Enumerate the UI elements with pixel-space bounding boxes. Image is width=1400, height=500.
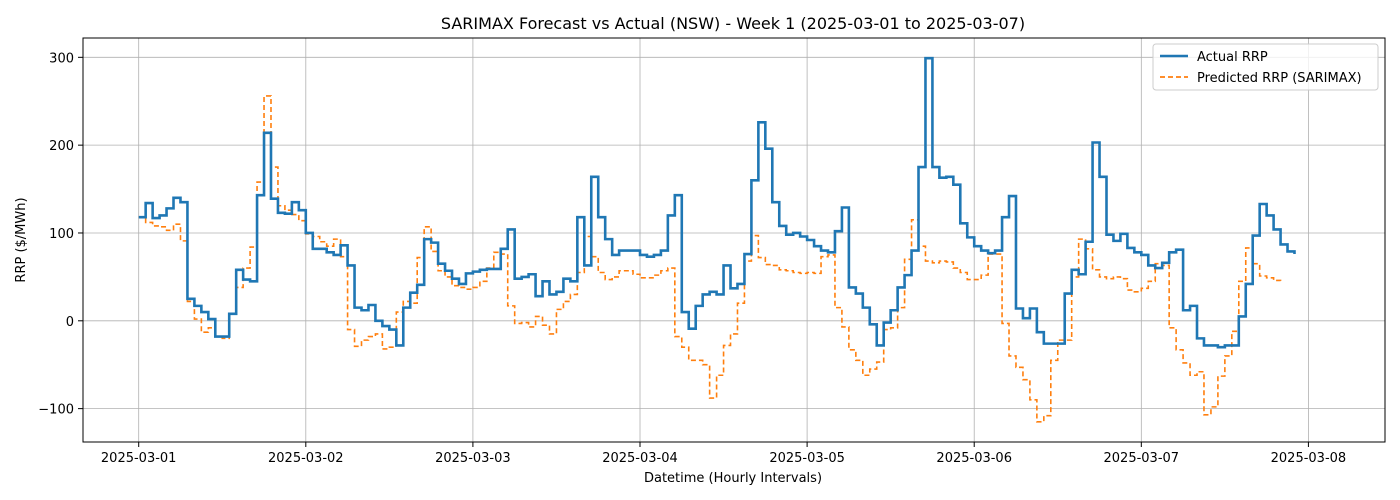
legend-label-actual: Actual RRP bbox=[1197, 50, 1268, 65]
series-line-actual bbox=[138, 56, 1296, 349]
series-line-predicted bbox=[138, 95, 1282, 423]
y-tick-label: 300 bbox=[49, 51, 74, 66]
x-tick-label: 2025-03-01 bbox=[101, 451, 177, 466]
x-tick-label: 2025-03-04 bbox=[602, 451, 678, 466]
y-tick-label: 200 bbox=[49, 139, 74, 154]
y-tick-label: −100 bbox=[38, 403, 74, 418]
x-axis: 2025-03-01 2025-03-02 2025-03-03 2025-03-04… bbox=[101, 442, 1346, 466]
grid bbox=[83, 38, 1385, 442]
x-tick-label: 2025-03-07 bbox=[1104, 451, 1180, 466]
y-axis-label: RRP ($/MWh) bbox=[14, 197, 29, 282]
x-tick-label: 2025-03-08 bbox=[1271, 451, 1347, 466]
x-tick-label: 2025-03-03 bbox=[435, 451, 511, 466]
x-axis-label: Datetime (Hourly Intervals) bbox=[644, 471, 822, 486]
chart-title: SARIMAX Forecast vs Actual (NSW) - Week … bbox=[441, 14, 1025, 33]
legend: Actual RRP Predicted RRP (SARIMAX) bbox=[1152, 43, 1379, 91]
plot-frame bbox=[82, 37, 1386, 443]
y-axis: −100 0 100 200 300 bbox=[38, 51, 83, 418]
y-tick-label: 100 bbox=[49, 227, 74, 242]
legend-label-predicted: Predicted RRP (SARIMAX) bbox=[1197, 71, 1362, 86]
series-layer bbox=[138, 56, 1296, 423]
legend-box bbox=[1152, 43, 1379, 91]
x-tick-label: 2025-03-02 bbox=[268, 451, 344, 466]
x-tick-label: 2025-03-05 bbox=[769, 451, 845, 466]
y-tick-label: 0 bbox=[66, 315, 74, 330]
x-tick-label: 2025-03-06 bbox=[936, 451, 1012, 466]
